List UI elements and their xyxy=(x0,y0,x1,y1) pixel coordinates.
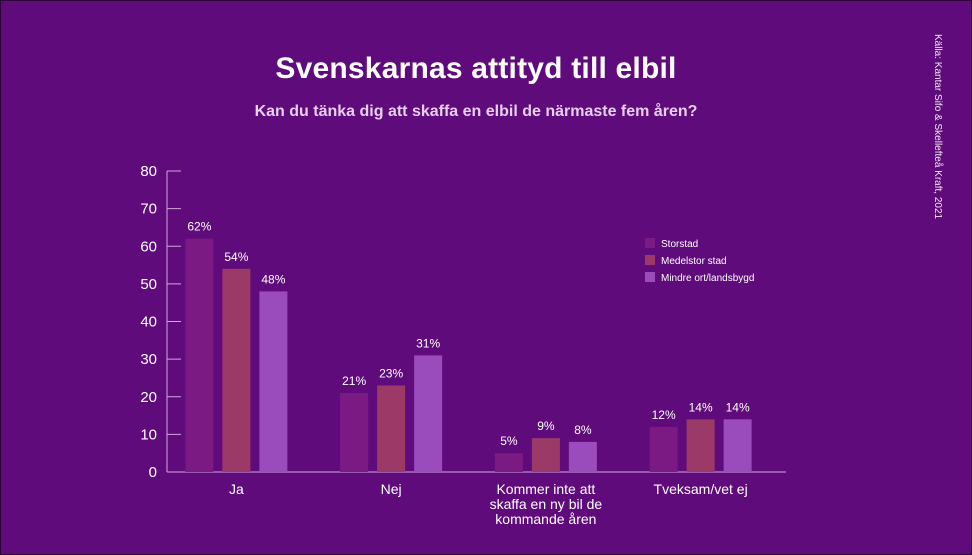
x-category-label: Nej xyxy=(381,481,402,497)
x-category-label: kommande åren xyxy=(495,511,596,527)
bar xyxy=(686,419,715,472)
bar xyxy=(568,441,597,472)
x-category-label: Ja xyxy=(229,481,244,497)
legend-label: Storstad xyxy=(661,239,698,250)
bar xyxy=(340,392,369,472)
data-label: 8% xyxy=(574,423,592,437)
y-tick-label: 50 xyxy=(140,276,157,293)
legend-swatch xyxy=(645,255,655,265)
x-category-label: Tveksam/vet ej xyxy=(654,481,748,497)
legend-swatch xyxy=(645,238,655,248)
x-category-label: skaffa en ny bil de xyxy=(490,496,603,512)
y-tick-label: 80 xyxy=(140,163,157,180)
data-label: 14% xyxy=(726,400,750,414)
data-label: 21% xyxy=(342,374,366,388)
y-tick-label: 40 xyxy=(140,314,157,331)
bar xyxy=(377,385,406,472)
chart-title: Svenskarnas attityd till elbil xyxy=(275,52,677,85)
y-tick-label: 20 xyxy=(140,389,157,406)
x-category-label: Kommer inte att xyxy=(496,481,595,497)
data-label: 14% xyxy=(689,400,713,414)
y-tick-label: 70 xyxy=(140,201,157,218)
data-label: 48% xyxy=(261,272,285,286)
data-label: 23% xyxy=(379,366,403,380)
source-note: Källa: Kantar Sifo & Skellefteå Kraft, 2… xyxy=(932,34,943,220)
y-tick-label: 30 xyxy=(140,351,157,368)
bar xyxy=(494,453,523,472)
bar xyxy=(185,238,214,472)
bar xyxy=(414,355,443,472)
bar xyxy=(649,426,678,472)
legend-label: Medelstor stad xyxy=(661,256,727,267)
y-tick-label: 0 xyxy=(149,464,157,481)
data-label: 5% xyxy=(500,434,518,448)
bar xyxy=(222,268,251,472)
data-label: 9% xyxy=(537,419,555,433)
y-tick-label: 60 xyxy=(140,238,157,255)
chart-subtitle: Kan du tänka dig att skaffa en elbil de … xyxy=(254,103,698,120)
data-label: 12% xyxy=(652,408,676,422)
data-label: 62% xyxy=(187,220,211,234)
legend-swatch xyxy=(645,272,655,282)
bar xyxy=(531,438,560,472)
legend-label: Mindre ort/landsbygd xyxy=(661,273,754,284)
y-tick-label: 10 xyxy=(140,426,157,443)
bar xyxy=(723,419,752,472)
bar xyxy=(259,291,288,472)
data-label: 31% xyxy=(416,336,440,350)
data-label: 54% xyxy=(224,250,248,264)
